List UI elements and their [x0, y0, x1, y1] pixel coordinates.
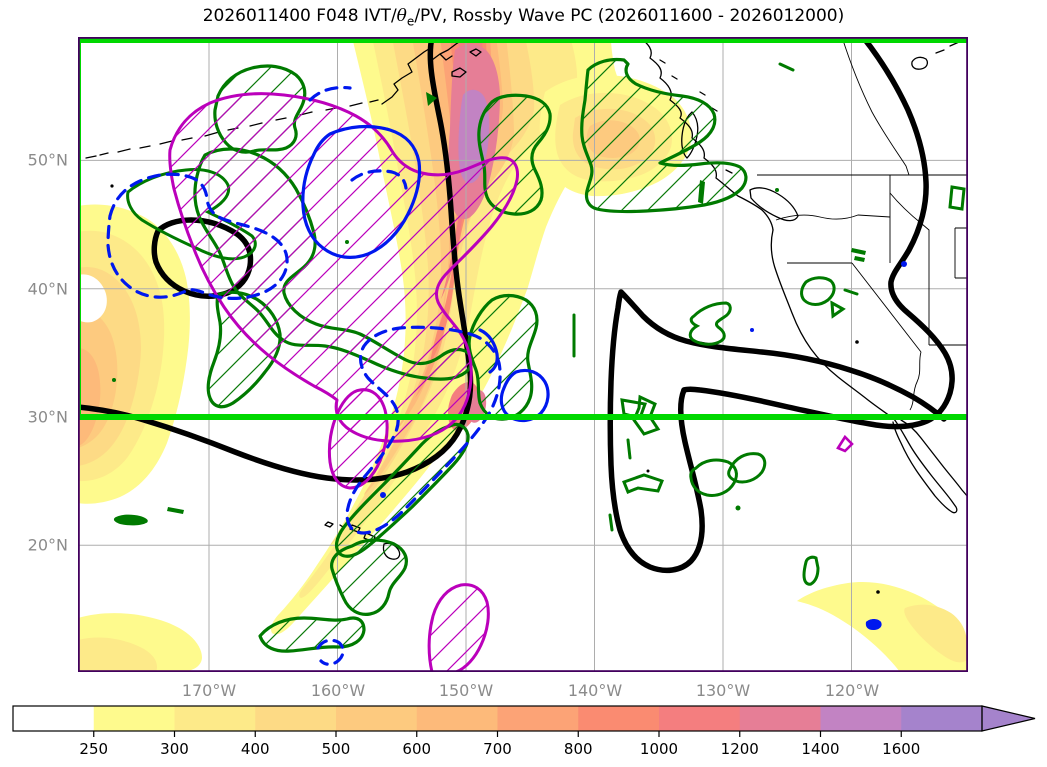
colorbar-arrow [981, 705, 1036, 732]
x-tick-label: 120°W [824, 681, 880, 700]
y-tick-label: 20°N [27, 535, 68, 555]
colorbar-segment [739, 706, 821, 731]
colorbar-segment [174, 706, 256, 731]
colorbar-label: 1000 [640, 740, 678, 758]
colorbar-label: 1400 [801, 740, 839, 758]
colorbar-segment [13, 706, 95, 731]
colorbar-label: 1200 [721, 740, 759, 758]
border-layer [757, 36, 968, 411]
colorbar-label: 500 [322, 740, 351, 758]
colorbar-segment [255, 706, 337, 731]
colorbar-label: 1600 [882, 740, 920, 758]
x-tick-label: 130°W [695, 681, 751, 700]
colorbar-segment [336, 706, 418, 731]
colorbar-segment [93, 706, 175, 731]
x-tick-label: 140°W [567, 681, 623, 700]
y-tick-label: 40°N [27, 279, 68, 299]
map-svg [75, 34, 969, 674]
x-tick-label: 170°W [181, 681, 237, 700]
y-tick-label: 50°N [27, 150, 68, 170]
pc-blue-dashed-layer [106, 85, 502, 666]
x-tick-label: 160°W [310, 681, 366, 700]
page-title: 2026011400 F048 IVT/θe/PV, Rossby Wave P… [202, 6, 845, 29]
colorbar-segment [659, 706, 741, 731]
colorbar-label: 600 [402, 740, 431, 758]
colorbar-segment [901, 706, 983, 731]
colorbar-label: 400 [241, 740, 270, 758]
y-tick-label: 30°N [27, 407, 68, 427]
colorbar-label: 300 [160, 740, 189, 758]
colorbar-label: 800 [564, 740, 593, 758]
map-frame [78, 37, 969, 673]
map-canvas [75, 34, 969, 674]
colorbar-segment [416, 706, 498, 731]
colorbar: 250 300 400 500 600 700 800 1000 1200 1400 1600 [12, 705, 1036, 758]
colorbar-label: 250 [79, 740, 108, 758]
colorbar-segment [578, 706, 660, 731]
colorbar-label: 700 [483, 740, 512, 758]
colorbar-segment [497, 706, 579, 731]
x-tick-label: 150°W [438, 681, 494, 700]
pc-blue-solid-layer [301, 124, 907, 630]
colorbar-segment [820, 706, 902, 731]
theta-symbol: θ [396, 6, 407, 26]
